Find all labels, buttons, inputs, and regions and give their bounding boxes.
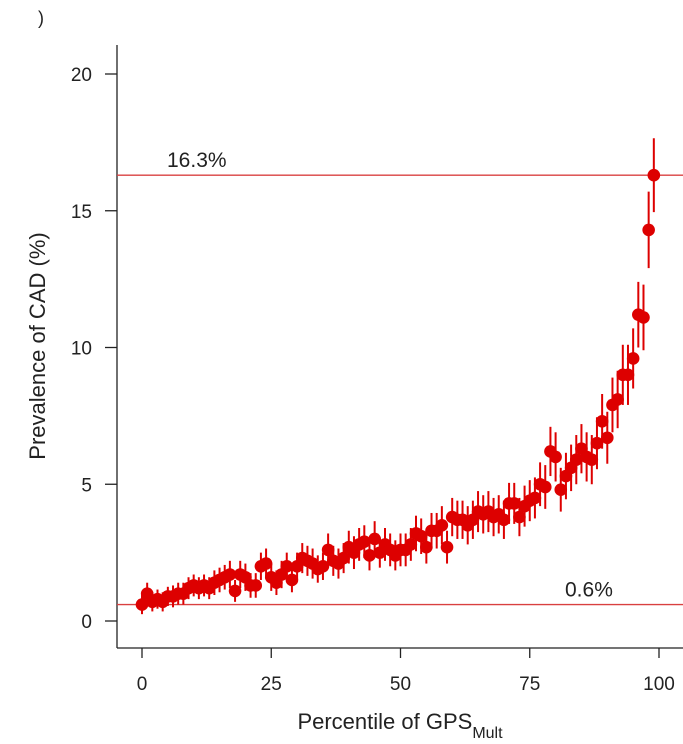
panel-label: ) (38, 8, 44, 28)
data-point (404, 538, 418, 551)
x-tick-label: 75 (519, 674, 540, 695)
data-point (249, 579, 263, 592)
data-point (528, 491, 542, 505)
data-point (585, 453, 599, 466)
error-bars (141, 138, 655, 615)
data-point (368, 532, 381, 546)
x-axis-title-main: Percentile of GPS (297, 709, 472, 734)
data-point (595, 415, 609, 428)
data-point (538, 480, 552, 494)
y-tick-label: 15 (71, 202, 92, 223)
data-point (223, 568, 237, 581)
data-point (135, 598, 149, 611)
x-axis-title-subscript: Mult (472, 725, 503, 742)
data-point (621, 368, 635, 382)
top-percentile-label: 16.3% (167, 149, 227, 172)
data-point (497, 513, 511, 527)
data-point (554, 483, 568, 497)
data-point (259, 557, 273, 570)
bottom-percentile-label: 0.6% (565, 579, 613, 602)
data-point (435, 518, 449, 532)
data-point (285, 573, 299, 587)
data-point (626, 352, 640, 365)
y-tick-label: 20 (71, 65, 92, 86)
data-point (569, 453, 583, 466)
data-point (414, 529, 428, 543)
data-point (642, 223, 655, 237)
y-tick-label: 0 (81, 612, 92, 633)
data-point (337, 551, 350, 565)
data-point (507, 497, 521, 510)
y-ticks: 0 5 10 15 20 (71, 65, 117, 633)
data-point (440, 540, 454, 554)
x-tick-label: 100 (643, 674, 675, 695)
x-tick-label: 0 (137, 674, 148, 695)
y-axis-title: Prevalence of CAD (%) (25, 232, 50, 459)
data-point (316, 560, 330, 573)
y-tick-label: 5 (81, 475, 92, 496)
data-points (135, 168, 661, 611)
y-tick-label: 10 (71, 339, 92, 360)
data-point (601, 431, 614, 445)
data-point (611, 393, 624, 406)
x-axis-title: Percentile of GPSMult (297, 709, 503, 742)
x-tick-label: 25 (261, 674, 282, 695)
data-point (420, 540, 433, 554)
data-point (637, 311, 650, 324)
data-point (358, 535, 371, 548)
data-point (321, 543, 335, 557)
x-tick-label: 50 (390, 674, 411, 695)
reference-lines: 16.3% 0.6% (117, 149, 683, 606)
data-point (363, 549, 376, 562)
data-point (513, 510, 526, 524)
data-point (549, 450, 562, 464)
data-point (590, 436, 604, 450)
x-ticks: 0 25 50 75 100 (137, 648, 675, 695)
data-point (280, 560, 294, 573)
data-point (647, 168, 661, 182)
data-point (228, 584, 242, 598)
